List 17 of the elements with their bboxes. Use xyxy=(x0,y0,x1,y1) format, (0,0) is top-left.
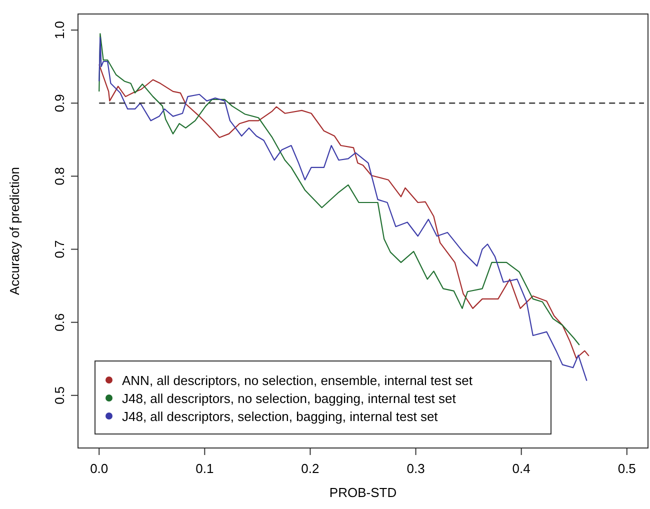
x-tick-label: 0.5 xyxy=(618,461,636,476)
y-tick-label: 0.7 xyxy=(52,240,67,258)
x-tick-label: 0.4 xyxy=(512,461,530,476)
x-tick-label: 0.3 xyxy=(406,461,425,476)
x-tick-label: 0.1 xyxy=(196,461,214,476)
y-tick-label: 0.9 xyxy=(52,94,67,112)
x-tick-label: 0.0 xyxy=(90,461,108,476)
legend-label: J48, all descriptors, no selection, bagging, internal test set xyxy=(122,391,456,406)
y-tick-label: 0.8 xyxy=(52,167,67,186)
x-axis-title: PROB-STD xyxy=(329,485,397,500)
y-tick-label: 0.5 xyxy=(52,386,67,404)
legend-label: ANN, all descriptors, no selection, ensemble, internal test set xyxy=(122,373,473,388)
legend-label: J48, all descriptors, selection, bagging, internal test set xyxy=(122,409,438,424)
y-tick-label: 1.0 xyxy=(52,21,67,40)
y-tick-label: 0.6 xyxy=(52,313,67,332)
y-axis-title: Accuracy of prediction xyxy=(7,167,22,295)
x-tick-label: 0.2 xyxy=(301,461,320,476)
